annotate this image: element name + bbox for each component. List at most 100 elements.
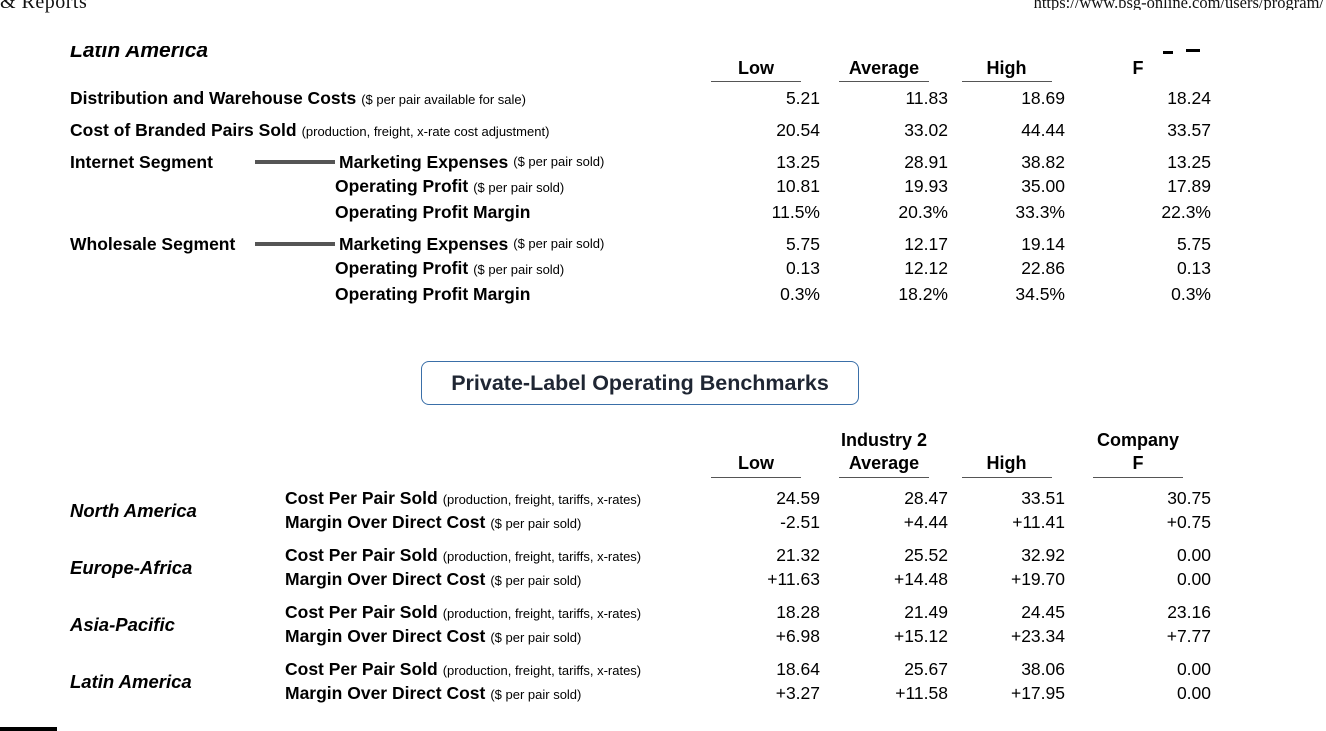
value-company-f: 17.89 bbox=[1167, 176, 1211, 196]
value-high: +11.41 bbox=[1012, 512, 1065, 532]
value-low: 0.13 bbox=[785, 258, 820, 278]
row-label-margin-over-direct-cost: Margin Over Direct Cost bbox=[285, 569, 486, 589]
value-average: 25.67 bbox=[904, 659, 948, 679]
row-label-margin-over-direct-cost: Margin Over Direct Cost bbox=[285, 626, 486, 646]
section-title-text: Private-Label Operating Benchmarks bbox=[451, 370, 829, 395]
value-average: 20.3% bbox=[898, 202, 948, 222]
row-label: Cost of Branded Pairs Sold bbox=[70, 120, 297, 140]
value-low: +6.98 bbox=[775, 626, 820, 646]
value-high: 22.86 bbox=[1021, 258, 1065, 278]
value-company-f: 22.3% bbox=[1161, 202, 1211, 222]
value-average: 28.91 bbox=[904, 152, 948, 172]
column-header-low: Low bbox=[692, 56, 820, 82]
column-header-company-f: F bbox=[1132, 58, 1144, 78]
row-label: Operating Profit bbox=[335, 258, 469, 278]
value-company-f: +0.75 bbox=[1166, 512, 1211, 532]
segment-label-wholesale: Wholesale Segment bbox=[70, 234, 236, 254]
region-label: Latin America bbox=[70, 671, 192, 692]
row-label-margin-over-direct-cost: Margin Over Direct Cost bbox=[285, 683, 486, 703]
value-company-f: 13.25 bbox=[1167, 152, 1211, 172]
branded-table-header: Low Average High F bbox=[70, 56, 1211, 82]
value-average: 11.83 bbox=[905, 88, 949, 108]
value-company-f: 0.00 bbox=[1176, 659, 1211, 679]
value-high: +17.95 bbox=[1010, 683, 1065, 703]
row-note: (production, freight, x-rate cost adjust… bbox=[301, 124, 550, 139]
row-note: ($ per pair sold) bbox=[473, 180, 565, 195]
row-label: Marketing Expenses bbox=[339, 234, 509, 254]
table-row-internet-operating-profit-margin: Operating Profit Margin 11.5% 20.3% 33.3… bbox=[70, 200, 1211, 226]
value-average: 28.47 bbox=[904, 488, 948, 508]
value-high: 33.51 bbox=[1021, 488, 1065, 508]
value-average: 18.2% bbox=[898, 284, 948, 304]
value-company-f: 0.13 bbox=[1176, 258, 1211, 278]
row-note: ($ per pair sold) bbox=[513, 236, 605, 251]
value-high: +23.34 bbox=[1010, 626, 1065, 646]
value-company-f: +7.77 bbox=[1166, 626, 1211, 646]
region-block-europe-africa: Europe-Africa Cost Per Pair Sold (product… bbox=[70, 544, 1211, 592]
row-label-margin-over-direct-cost: Margin Over Direct Cost bbox=[285, 512, 486, 532]
value-average: +15.12 bbox=[893, 626, 948, 646]
value-low: 24.59 bbox=[776, 488, 820, 508]
value-average: 12.12 bbox=[904, 258, 948, 278]
row-label: Operating Profit Margin bbox=[335, 284, 531, 304]
column-header-high: High bbox=[948, 451, 1065, 478]
table-row-distribution-warehouse-costs: Distribution and Warehouse Costs ($ per p… bbox=[70, 86, 1211, 112]
region-block-asia-pacific: Asia-Pacific Cost Per Pair Sold (producti… bbox=[70, 601, 1211, 649]
value-low: 10.81 bbox=[776, 176, 820, 196]
value-high: 38.06 bbox=[1021, 659, 1065, 679]
value-high: 34.5% bbox=[1015, 284, 1065, 304]
value-high: 19.14 bbox=[1021, 234, 1065, 254]
region-label: Europe-Africa bbox=[70, 557, 193, 578]
value-company-f: 0.00 bbox=[1176, 683, 1211, 703]
region-label: North America bbox=[70, 500, 197, 521]
value-average: 21.49 bbox=[904, 602, 948, 622]
value-high: 44.44 bbox=[1021, 120, 1065, 140]
value-company-f: 30.75 bbox=[1167, 488, 1211, 508]
table-row-wholesale-operating-profit-margin: Operating Profit Margin 0.3% 18.2% 34.5%… bbox=[70, 282, 1211, 308]
clipped-bottom-element bbox=[0, 727, 57, 731]
value-high: 38.82 bbox=[1021, 152, 1065, 172]
connector-line bbox=[255, 160, 335, 164]
value-high: 35.00 bbox=[1021, 176, 1065, 196]
segment-label-internet: Internet Segment bbox=[70, 152, 213, 172]
value-company-f: 0.00 bbox=[1176, 545, 1211, 565]
value-average: +14.48 bbox=[893, 569, 948, 589]
value-low: 20.54 bbox=[776, 120, 820, 140]
value-low: +3.27 bbox=[775, 683, 820, 703]
branded-table-body: Distribution and Warehouse Costs ($ per p… bbox=[70, 86, 1211, 308]
region-block-latin-america: Latin America Cost Per Pair Sold (product… bbox=[70, 658, 1211, 706]
private-label-table-body: North America Cost Per Pair Sold (product… bbox=[70, 487, 1211, 715]
value-low: +11.63 bbox=[767, 569, 820, 589]
value-high: 32.92 bbox=[1021, 545, 1065, 565]
region-block-north-america: North America Cost Per Pair Sold (product… bbox=[70, 487, 1211, 535]
value-high: 33.3% bbox=[1015, 202, 1065, 222]
value-low: 0.3% bbox=[780, 284, 820, 304]
value-low: 18.28 bbox=[776, 602, 820, 622]
value-low: 21.32 bbox=[776, 545, 820, 565]
value-company-f: 23.16 bbox=[1167, 602, 1211, 622]
value-company-f: 18.24 bbox=[1167, 88, 1211, 108]
value-company-f: 0.00 bbox=[1176, 569, 1211, 589]
region-label: Asia-Pacific bbox=[70, 614, 175, 635]
clipped-mark bbox=[1163, 51, 1173, 54]
row-label: Marketing Expenses bbox=[339, 152, 509, 172]
connector-line bbox=[255, 242, 335, 246]
value-company-f: 5.75 bbox=[1176, 234, 1211, 254]
value-low: -2.51 bbox=[780, 512, 820, 532]
row-label-cost-per-pair: Cost Per Pair Sold bbox=[285, 602, 438, 622]
value-company-f: 0.3% bbox=[1171, 284, 1211, 304]
table-row-wholesale-marketing-expenses: Wholesale Segment Marketing Expenses ($ … bbox=[70, 232, 1211, 256]
column-header-average: Average bbox=[820, 451, 948, 478]
value-company-f: 33.57 bbox=[1167, 120, 1211, 140]
value-low: 13.25 bbox=[776, 152, 820, 172]
value-low: 5.75 bbox=[785, 234, 820, 254]
value-average: +11.58 bbox=[895, 683, 948, 703]
column-header-low: Low bbox=[692, 451, 820, 478]
value-average: 19.93 bbox=[904, 176, 948, 196]
section-title-private-label-benchmarks: Private-Label Operating Benchmarks bbox=[421, 361, 859, 405]
value-average: 33.02 bbox=[904, 120, 948, 140]
table-row-internet-marketing-expenses: Internet Segment Marketing Expenses ($ p… bbox=[70, 150, 1211, 174]
page-header-url-text: https://www.bsg-online.com/users/program… bbox=[1033, 0, 1324, 10]
row-label: Operating Profit Margin bbox=[335, 202, 531, 222]
private-label-table-header: Industry 2 Company Low Average High F bbox=[70, 430, 1211, 478]
